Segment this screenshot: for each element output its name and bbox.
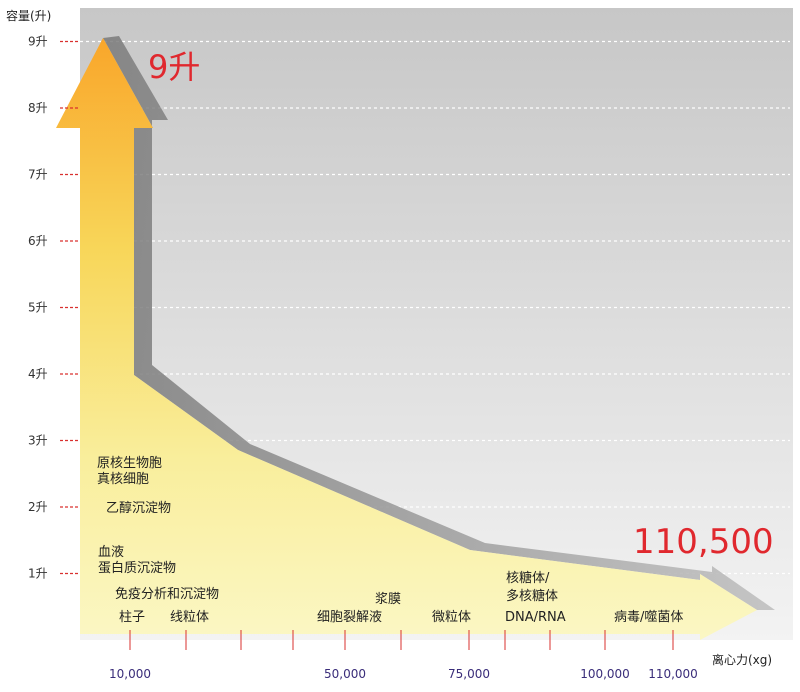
application-label: 浆膜 <box>375 592 401 607</box>
application-label: 核糖体/ <box>506 570 550 586</box>
y-tick-label: 4升 <box>28 367 48 381</box>
x-tick-label: 100,000 <box>580 667 630 681</box>
y-tick-label: 6升 <box>28 234 48 248</box>
application-label: 细胞裂解液 <box>317 610 382 625</box>
application-label: 免疫分析和沉淀物 <box>115 586 219 602</box>
application-label: 微粒体 <box>432 610 471 625</box>
x-axis: 10,000 50,000 75,000 100,000 110,000 <box>109 630 698 681</box>
application-label: 柱子 <box>119 610 145 625</box>
y-axis-title: 容量(升) <box>6 8 51 23</box>
x-tick-label: 50,000 <box>324 667 366 681</box>
y-axis: 1升 2升 3升 4升 5升 6升 7升 8升 9升 <box>28 35 80 581</box>
y-tick-label: 5升 <box>28 301 48 315</box>
y-tick-label: 8升 <box>28 101 48 115</box>
x-tick-label: 10,000 <box>109 667 151 681</box>
x-axis-title: 离心力(xg) <box>712 652 772 667</box>
application-label: 线粒体 <box>170 610 209 625</box>
y-tick-label: 9升 <box>28 35 48 49</box>
application-label: 原核生物胞 <box>97 456 162 471</box>
application-label: 真核细胞 <box>97 472 149 487</box>
application-label: 蛋白质沉淀物 <box>98 560 176 576</box>
y-tick-label: 7升 <box>28 168 48 182</box>
x-tick-label: 75,000 <box>448 667 490 681</box>
capacity-curve-arrow <box>56 38 757 640</box>
application-label: 多核糖体 <box>506 588 558 604</box>
application-label: DNA/RNA <box>505 610 566 625</box>
y-tick-label: 3升 <box>28 434 48 448</box>
application-label: 乙醇沉淀物 <box>106 500 171 516</box>
y-tick-label: 1升 <box>28 567 48 581</box>
application-label: 病毒/噬菌体 <box>614 610 683 625</box>
max-force-label: 110,500 <box>633 522 774 562</box>
x-tick-label: 110,000 <box>648 667 698 681</box>
application-label: 血液 <box>98 545 124 560</box>
max-volume-label: 9升 <box>148 48 200 86</box>
y-tick-label: 2升 <box>28 500 48 514</box>
